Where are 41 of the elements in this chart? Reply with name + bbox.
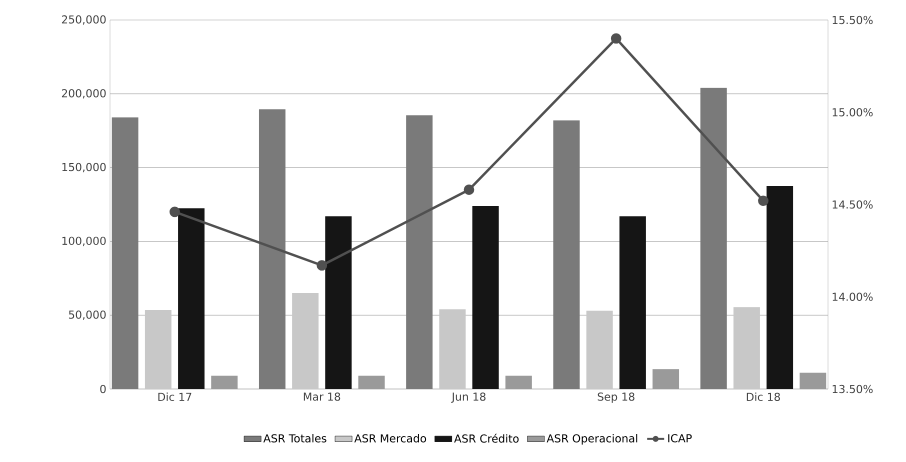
legend-label: ASR Totales [263,434,326,442]
legend-label: ASR Operacional [546,434,638,445]
x-tick-label: Dic 18 [746,392,780,401]
bar [258,109,286,389]
bar [178,208,205,389]
y2-tick-label: 15.00% [832,108,873,116]
y-tick-label: 0 [100,384,106,394]
y2-tick-label: 15.50% [832,16,873,24]
bar [766,186,794,389]
bar [439,309,466,389]
y2-tick-label: 14.00% [832,292,873,301]
y-tick-label: 100,000 [62,236,106,246]
y-tick-label: 200,000 [62,89,106,98]
x-tick-label: Dic 17 [158,392,192,401]
bar [553,120,580,389]
point [464,184,474,195]
bar [472,206,499,389]
point [758,196,768,206]
point [316,260,328,271]
bar [619,216,646,389]
bar [325,216,352,389]
point [170,206,180,218]
bar [112,117,138,389]
x-tick-label: Sep 18 [598,392,634,403]
legend-label: ICAP [668,434,692,442]
legend-label: ASR Crédito [454,434,519,443]
y-tick-label: 150,000 [62,162,106,172]
legend-label: ASR Mercado [354,434,426,442]
bar [700,88,727,389]
x-tick-label: Mar 18 [304,392,340,401]
y-tick-label: 250,000 [62,15,106,25]
bar [733,307,760,389]
bar [292,293,319,389]
bar [586,310,613,389]
y2-tick-label: 14.50% [832,200,873,209]
y-tick-label: 50,000 [68,310,106,320]
y2-tick-label: 13.50% [832,384,873,394]
x-tick-label: Jun 18 [451,392,486,403]
bar [406,115,433,389]
bar [144,310,172,389]
point [610,33,622,44]
